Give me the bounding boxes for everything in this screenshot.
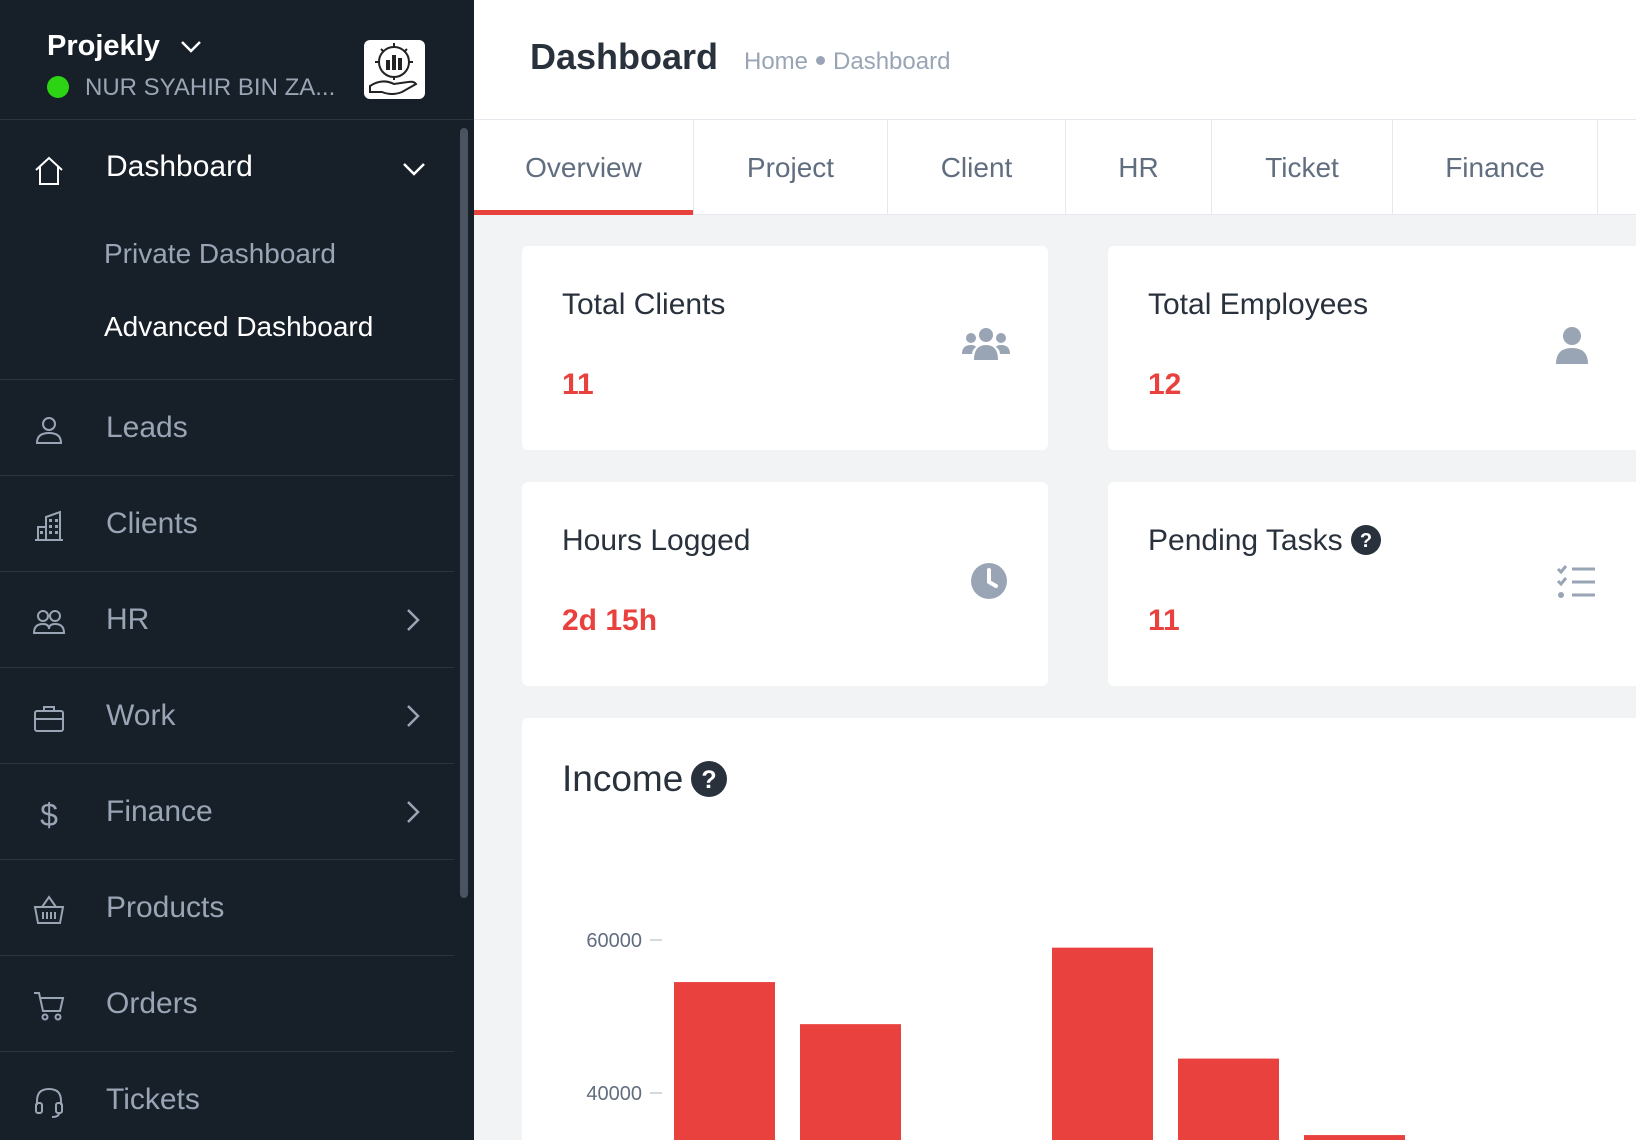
svg-text:$: $ xyxy=(40,797,58,831)
online-status-dot xyxy=(47,76,69,98)
tab-ticket[interactable]: Ticket xyxy=(1212,120,1393,215)
tab-overview[interactable]: Overview xyxy=(474,120,694,215)
breadcrumb-home[interactable]: Home xyxy=(744,48,809,75)
income-bar-chart: 40000 60000 xyxy=(586,930,1405,1140)
chevron-down-icon[interactable] xyxy=(180,40,202,54)
card-title-text: Pending Tasks xyxy=(1148,524,1343,557)
brand-name[interactable]: Projekly xyxy=(47,30,160,62)
sidebar-item-label: Dashboard xyxy=(106,150,253,183)
breadcrumb-separator xyxy=(816,56,826,66)
user-icon xyxy=(35,417,63,444)
sidebar-item-finance[interactable]: $ Finance xyxy=(0,764,454,860)
sidebar-item-label: Tickets xyxy=(106,1083,200,1116)
income-chart-card: Income? 40000 60000 xyxy=(522,718,1636,1140)
page-title: Dashboard xyxy=(530,36,719,77)
sidebar-item-label: Products xyxy=(106,891,225,924)
sidebar-scrollbar[interactable] xyxy=(460,128,468,898)
breadcrumb-current: Dashboard xyxy=(833,48,951,75)
income-bar[interactable] xyxy=(674,982,775,1140)
cart-icon xyxy=(34,992,65,1021)
dollar-icon: $ xyxy=(40,797,58,831)
user-icon xyxy=(1556,327,1588,364)
chart-title: Income? xyxy=(562,758,728,801)
sidebar-subitem-advanced-dashboard[interactable]: Advanced Dashboard xyxy=(104,311,374,342)
building-icon xyxy=(35,510,63,541)
tab-hr[interactable]: HR xyxy=(1066,120,1212,215)
chevron-right-icon xyxy=(407,609,420,631)
tab-client[interactable]: Client xyxy=(888,120,1066,215)
question-circle-icon[interactable]: ? xyxy=(691,761,728,798)
svg-text:?: ? xyxy=(1359,530,1371,552)
sidebar-item-hr[interactable]: HR xyxy=(0,572,454,668)
sidebar-item-clients[interactable]: Clients xyxy=(0,476,454,572)
users-icon xyxy=(32,610,66,634)
home-icon xyxy=(35,156,63,185)
card-title: Total Clients xyxy=(562,288,726,321)
card-value: 2d 15h xyxy=(562,604,658,637)
sidebar-item-dashboard[interactable]: Dashboard Private Dashboard Advanced Das… xyxy=(0,120,454,380)
sidebar-item-leads[interactable]: Leads xyxy=(0,380,454,476)
card-value: 11 xyxy=(562,368,594,401)
income-bar[interactable] xyxy=(1052,947,1153,1140)
pending-tasks-card[interactable]: Pending Tasks? 11 xyxy=(1108,482,1636,686)
sidebar-item-orders[interactable]: Orders xyxy=(0,956,454,1052)
sidebar-item-label: Orders xyxy=(106,987,198,1020)
brand-header: Projekly NUR SYAHIR BIN ZA... xyxy=(0,0,474,120)
users-icon xyxy=(962,328,1010,360)
income-bar[interactable] xyxy=(1304,1135,1405,1140)
sidebar-item-label: Leads xyxy=(106,411,188,444)
card-title: Pending Tasks? xyxy=(1148,524,1381,559)
sidebar-item-work[interactable]: Work xyxy=(0,668,454,764)
sidebar: Projekly NUR SYAHIR BIN ZA... xyxy=(0,0,474,1140)
card-value: 12 xyxy=(1148,368,1182,401)
card-value: 11 xyxy=(1148,604,1180,637)
total-employees-card[interactable]: Total Employees 12 xyxy=(1108,246,1636,450)
sidebar-item-label: Clients xyxy=(106,507,198,540)
page-header: Dashboard Home Dashboard xyxy=(474,0,1636,120)
sidebar-item-tickets[interactable]: Tickets xyxy=(0,1052,454,1140)
income-bar[interactable] xyxy=(1178,1058,1279,1140)
sidebar-subitem-private-dashboard[interactable]: Private Dashboard xyxy=(104,238,336,269)
tab-project[interactable]: Project xyxy=(694,120,888,215)
headset-icon xyxy=(35,1087,63,1118)
company-logo[interactable] xyxy=(364,40,425,99)
basket-icon xyxy=(33,895,65,924)
chevron-right-icon xyxy=(407,801,420,823)
briefcase-icon xyxy=(34,706,64,732)
hours-logged-card[interactable]: Hours Logged 2d 15h xyxy=(522,482,1048,686)
chart-title-text: Income xyxy=(562,758,684,799)
card-title: Hours Logged xyxy=(562,524,751,557)
clock-icon xyxy=(971,563,1007,599)
breadcrumb: Home Dashboard xyxy=(744,48,950,76)
tab-finance[interactable]: Finance xyxy=(1393,120,1598,215)
sidebar-item-products[interactable]: Products xyxy=(0,860,454,956)
y-tick-label: 40000 xyxy=(586,1083,642,1105)
dashboard-tabs: Overview Project Client HR Ticket Financ… xyxy=(474,120,1636,215)
y-tick-label: 60000 xyxy=(586,930,642,952)
svg-text:?: ? xyxy=(702,766,717,794)
sidebar-nav: Dashboard Private Dashboard Advanced Das… xyxy=(0,120,454,1140)
question-circle-icon[interactable]: ? xyxy=(1350,525,1381,556)
chevron-down-icon[interactable] xyxy=(402,162,426,176)
user-name[interactable]: NUR SYAHIR BIN ZA... xyxy=(85,74,336,101)
chevron-right-icon xyxy=(407,705,420,727)
sidebar-item-label: Work xyxy=(106,699,176,732)
total-clients-card[interactable]: Total Clients 11 xyxy=(522,246,1048,450)
sidebar-item-label: Finance xyxy=(106,795,213,828)
card-title: Total Employees xyxy=(1148,288,1369,321)
task-list-icon xyxy=(1556,565,1595,598)
income-bar[interactable] xyxy=(800,1024,901,1140)
sidebar-item-label: HR xyxy=(106,603,150,636)
